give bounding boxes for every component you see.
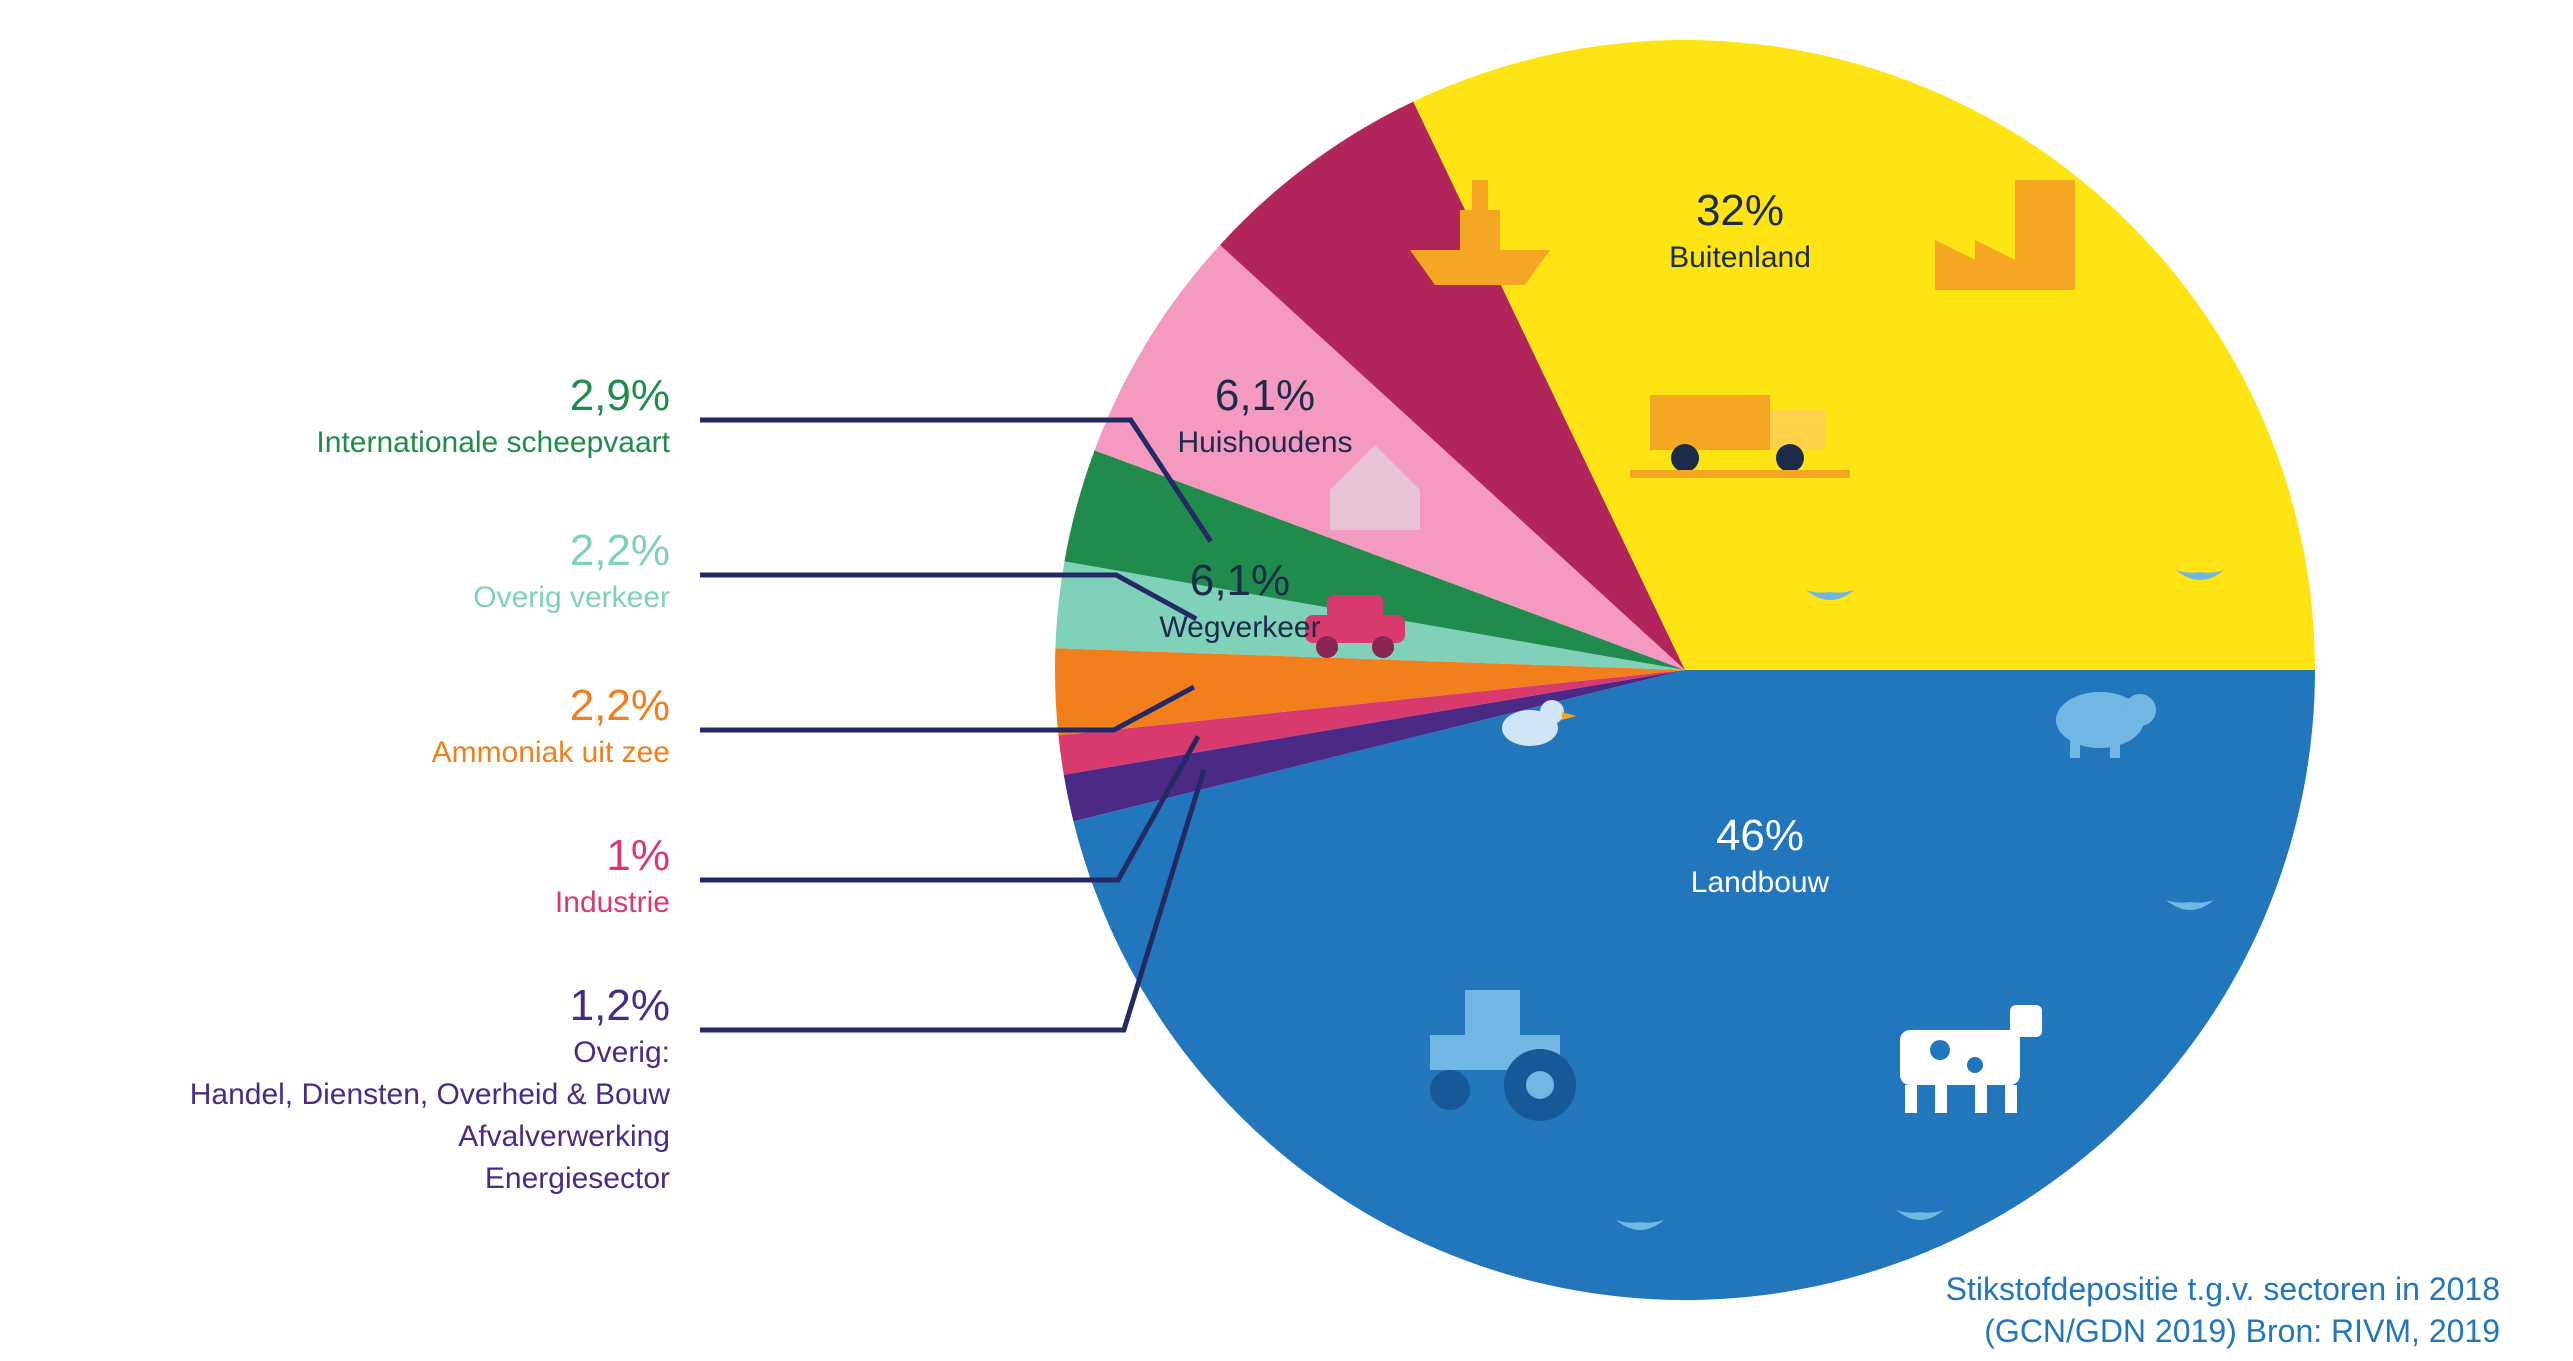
svg-text:46%: 46% — [1716, 811, 1804, 860]
svg-text:Wegverkeer: Wegverkeer — [1159, 611, 1320, 644]
svg-text:32%: 32% — [1696, 186, 1784, 235]
svg-text:2,2%: 2,2% — [570, 526, 670, 575]
pie-chart-svg: 32% Buitenland 6,1% Huishoudens 6,1% Wegverke… — [0, 0, 2573, 1361]
pie-chart-stage: 32% Buitenland 6,1% Huishoudens 6,1% Wegverke… — [0, 0, 2573, 1361]
svg-text:Ammoniak uit zee: Ammoniak uit zee — [432, 736, 670, 769]
svg-text:6,1%: 6,1% — [1215, 371, 1315, 420]
svg-text:6,1%: 6,1% — [1190, 556, 1290, 605]
svg-text:Huishoudens: Huishoudens — [1177, 426, 1352, 459]
overig-subline-1: Afvalverwerking — [458, 1120, 670, 1153]
source-line-2: (GCN/GDN 2019) Bron: RIVM, 2019 — [1984, 1313, 2500, 1349]
svg-text:Buitenland: Buitenland — [1669, 241, 1811, 274]
legend-ammoniak: 2,2% Ammoniak uit zee — [432, 681, 670, 769]
svg-text:1,2%: 1,2% — [570, 981, 670, 1030]
svg-text:Internationale scheepvaart: Internationale scheepvaart — [316, 426, 670, 459]
pie-slices — [1055, 40, 2315, 1300]
overig-subline-2: Energiesector — [485, 1162, 670, 1195]
svg-text:Overig:: Overig: — [573, 1036, 670, 1069]
legend-int_scheepvaart: 2,9% Internationale scheepvaart — [316, 371, 670, 459]
svg-text:1%: 1% — [606, 831, 670, 880]
legend-overig: 1,2% Overig: — [570, 981, 670, 1069]
svg-text:Landbouw: Landbouw — [1691, 866, 1830, 899]
source-text: Stikstofdepositie t.g.v. sectoren in 201… — [1946, 1271, 2500, 1349]
svg-text:Industrie: Industrie — [555, 886, 670, 919]
left-legend: 2,9% Internationale scheepvaart 2,2% Overig… — [190, 371, 671, 1195]
svg-text:Overig verkeer: Overig verkeer — [473, 581, 670, 614]
svg-text:2,9%: 2,9% — [570, 371, 670, 420]
overig-subline-0: Handel, Diensten, Overheid & Bouw — [190, 1078, 671, 1111]
legend-overig_verkeer: 2,2% Overig verkeer — [473, 526, 670, 614]
svg-text:2,2%: 2,2% — [570, 681, 670, 730]
source-line-1: Stikstofdepositie t.g.v. sectoren in 201… — [1946, 1271, 2500, 1307]
legend-industrie: 1% Industrie — [555, 831, 670, 919]
